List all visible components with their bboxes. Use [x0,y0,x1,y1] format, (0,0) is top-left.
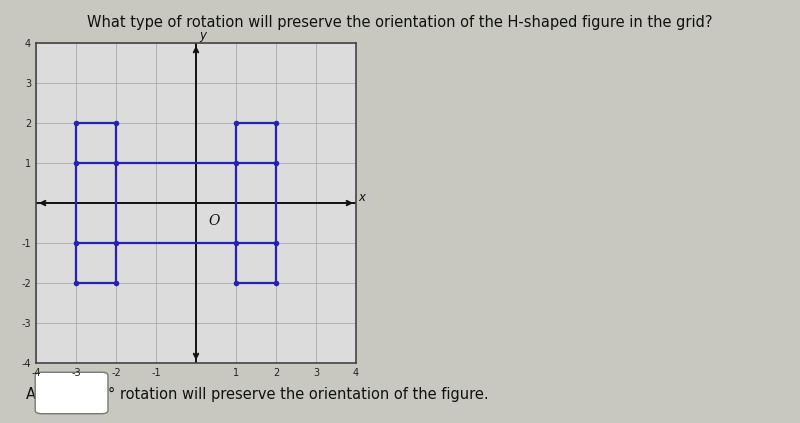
Text: What type of rotation will preserve the orientation of the H-shaped figure in th: What type of rotation will preserve the … [87,15,713,30]
Text: A: A [26,387,36,402]
Text: y: y [200,28,206,41]
FancyBboxPatch shape [35,372,108,414]
Text: O: O [208,214,220,228]
Text: ° rotation will preserve the orientation of the figure.: ° rotation will preserve the orientation… [108,387,489,402]
Text: x: x [358,190,366,203]
